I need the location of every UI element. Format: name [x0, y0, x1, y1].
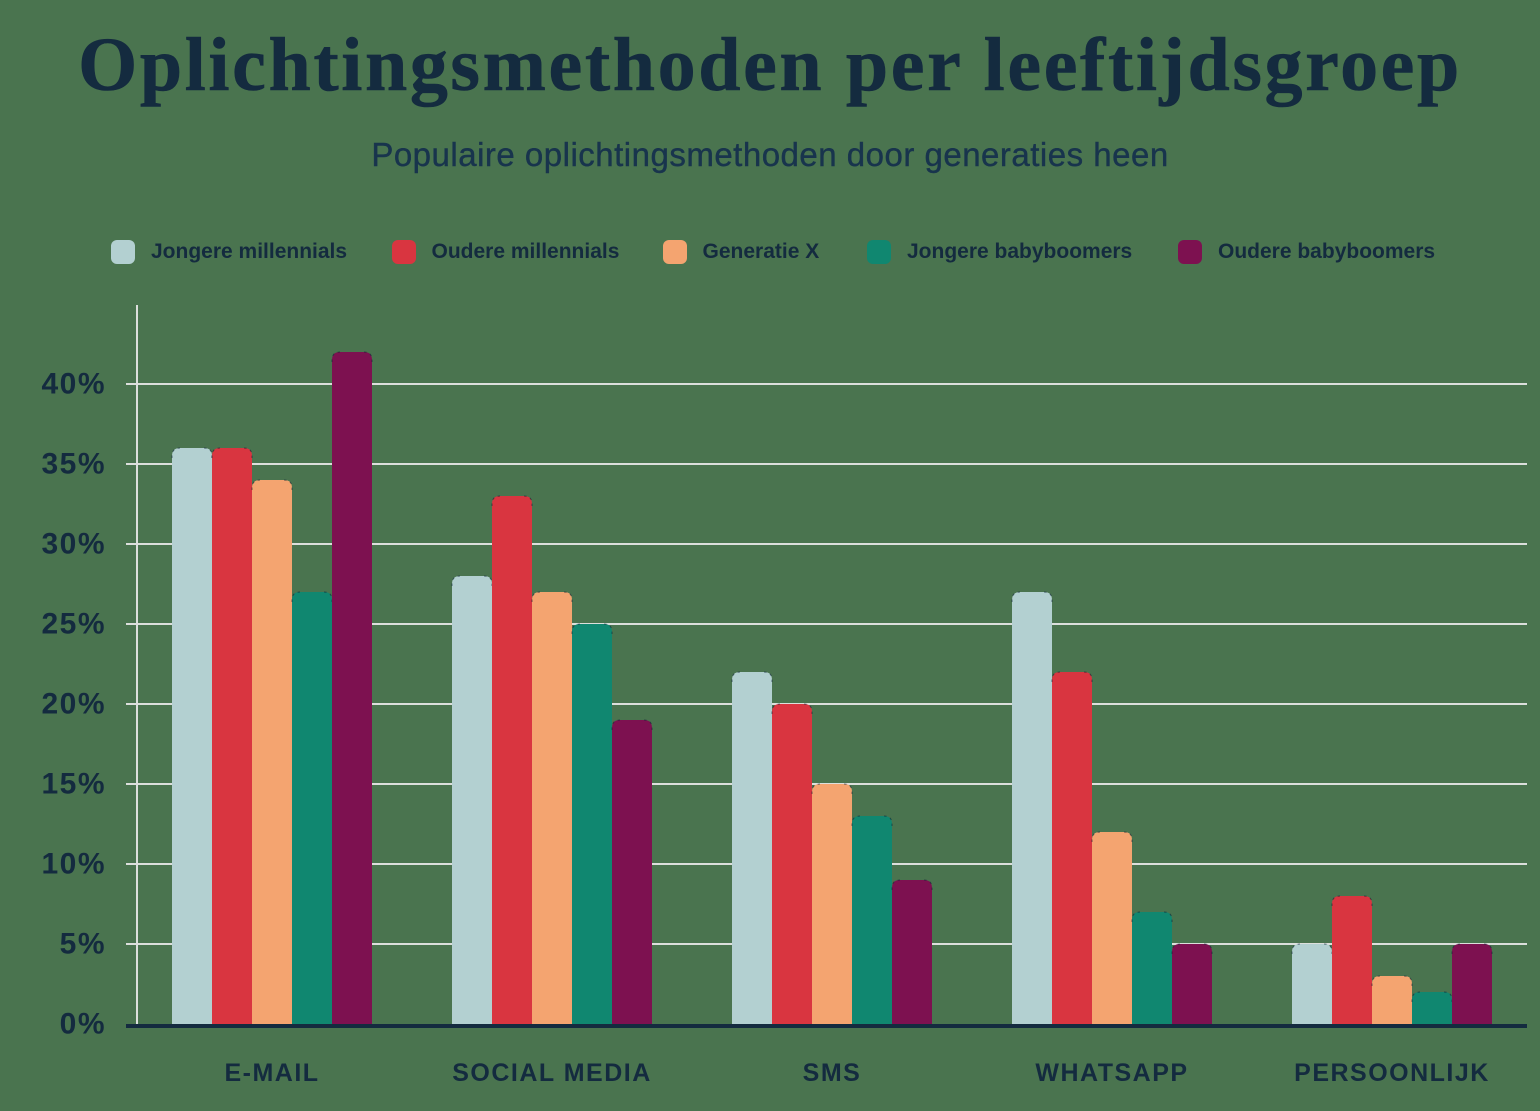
svg-text:10%: 10%	[41, 848, 106, 881]
svg-text:5%: 5%	[60, 928, 106, 961]
svg-text:30%: 30%	[41, 528, 106, 561]
svg-text:SOCIAL MEDIA: SOCIAL MEDIA	[452, 1059, 652, 1087]
svg-text:40%: 40%	[41, 368, 106, 401]
svg-text:SMS: SMS	[803, 1059, 862, 1087]
svg-text:20%: 20%	[41, 688, 106, 721]
svg-text:0%: 0%	[60, 1008, 106, 1041]
svg-text:25%: 25%	[41, 608, 106, 641]
svg-text:E-MAIL: E-MAIL	[224, 1059, 319, 1087]
svg-text:PERSOONLIJK: PERSOONLIJK	[1294, 1059, 1490, 1087]
svg-text:WHATSAPP: WHATSAPP	[1035, 1059, 1188, 1087]
svg-text:35%: 35%	[41, 448, 106, 481]
svg-text:15%: 15%	[41, 768, 106, 801]
